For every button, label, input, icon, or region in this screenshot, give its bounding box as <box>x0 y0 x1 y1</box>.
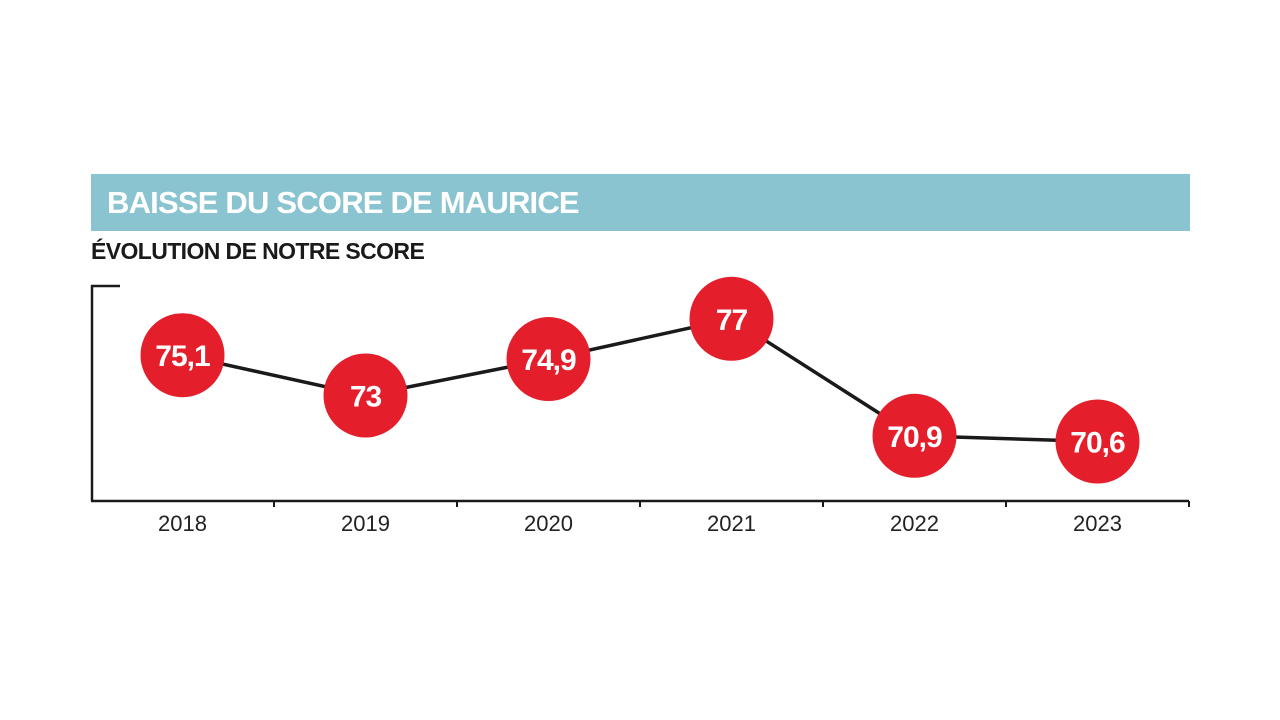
x-tick-label: 2020 <box>524 511 573 536</box>
x-tick-label: 2023 <box>1073 511 1122 536</box>
data-point-marker <box>1055 399 1140 484</box>
data-label: 70,6 <box>1070 427 1125 460</box>
data-point-marker <box>140 313 225 398</box>
chart-subtitle: ÉVOLUTION DE NOTRE SCORE <box>91 238 425 264</box>
data-label: 70,9 <box>887 421 942 454</box>
data-point-marker <box>872 393 957 478</box>
data-point-marker <box>506 317 591 402</box>
x-tick-label: 2022 <box>890 511 939 536</box>
data-label: 77 <box>716 304 748 337</box>
data-point-marker <box>689 276 774 361</box>
data-points: 75,1 73 74,9 77 70,9 70,6 <box>140 276 1140 484</box>
axes <box>90 284 1189 503</box>
x-tick-labels: 2018 2019 2020 2021 2022 2023 <box>158 511 1122 536</box>
series-line <box>182 317 1098 444</box>
chart-title-bar: BAISSE DU SCORE DE MAURICE <box>91 174 1190 231</box>
x-tick-label: 2019 <box>341 511 390 536</box>
chart-title: BAISSE DU SCORE DE MAURICE <box>107 184 580 220</box>
data-label: 74,9 <box>521 344 576 377</box>
series-line-group <box>182 317 1098 444</box>
data-label: 73 <box>350 381 382 414</box>
data-label: 75,1 <box>155 340 210 373</box>
x-tick-label: 2021 <box>707 511 756 536</box>
data-point-marker <box>323 353 408 438</box>
x-tick-label: 2018 <box>158 511 207 536</box>
x-ticks <box>273 501 1190 507</box>
